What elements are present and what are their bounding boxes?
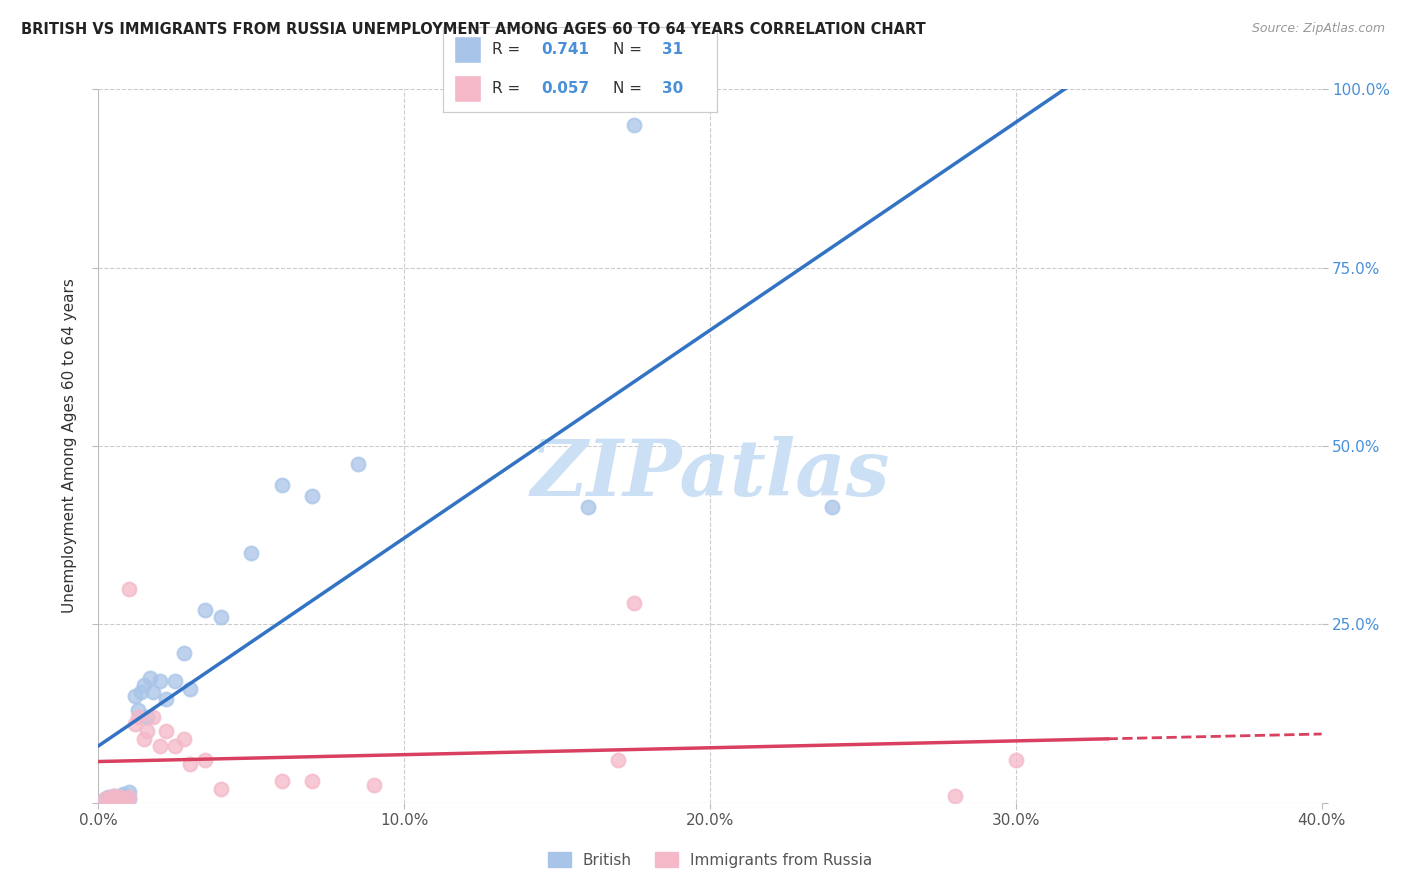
Bar [454, 75, 481, 103]
Legend: British, Immigrants from Russia: British, Immigrants from Russia [541, 846, 879, 873]
Point [103, 789, 125, 803]
Point [103, 792, 125, 806]
Point [134, 731, 156, 746]
Point [127, 710, 149, 724]
Point [179, 756, 201, 771]
Text: N =: N = [613, 81, 647, 96]
Text: R =: R = [492, 81, 526, 96]
Point [607, 753, 630, 767]
Point [1004, 753, 1026, 767]
Point [134, 678, 156, 692]
Point [270, 478, 292, 492]
Point [142, 685, 165, 699]
Point [127, 703, 149, 717]
Point [103, 789, 125, 803]
Point [115, 790, 138, 805]
Point [173, 646, 195, 660]
Point [108, 790, 131, 805]
Text: 0.057: 0.057 [541, 81, 589, 96]
Point [363, 778, 385, 792]
Text: BRITISH VS IMMIGRANTS FROM RUSSIA UNEMPLOYMENT AMONG AGES 60 TO 64 YEARS CORRELA: BRITISH VS IMMIGRANTS FROM RUSSIA UNEMPL… [21, 22, 925, 37]
Point [240, 546, 263, 560]
Point [118, 790, 141, 805]
Point [105, 792, 128, 806]
Point [576, 500, 599, 514]
Point [347, 457, 370, 471]
Point [100, 794, 122, 808]
Point [943, 789, 966, 803]
Text: N =: N = [613, 42, 647, 57]
Point [100, 790, 122, 805]
Point [105, 794, 128, 808]
Point [155, 724, 177, 739]
Point [209, 610, 232, 624]
Point [194, 603, 217, 617]
Point [118, 792, 141, 806]
Point [149, 739, 172, 753]
Point [301, 489, 323, 503]
Y-axis label: Unemployment Among Ages 60 to 64 years: Unemployment Among Ages 60 to 64 years [62, 278, 77, 614]
Text: R =: R = [492, 42, 526, 57]
Point [93, 792, 115, 806]
Point [155, 692, 177, 706]
Point [139, 671, 162, 685]
Point [97, 790, 120, 805]
Point [209, 781, 232, 796]
Point [124, 689, 146, 703]
Point [821, 500, 844, 514]
Point [301, 774, 323, 789]
Point [179, 681, 201, 696]
Bar [454, 36, 481, 63]
Point [142, 710, 165, 724]
Point [270, 774, 292, 789]
Point [136, 724, 159, 739]
Point [163, 674, 186, 689]
Point [118, 582, 141, 596]
Point [129, 685, 152, 699]
Point [108, 790, 131, 805]
Text: 0.741: 0.741 [541, 42, 589, 57]
Point [623, 118, 645, 132]
Point [118, 785, 141, 799]
Point [115, 792, 138, 806]
Point [149, 674, 172, 689]
Text: 31: 31 [662, 42, 683, 57]
Point [623, 596, 645, 610]
Text: ZIPatlas: ZIPatlas [530, 436, 890, 513]
Point [124, 717, 146, 731]
Text: Source: ZipAtlas.com: Source: ZipAtlas.com [1251, 22, 1385, 36]
Point [194, 753, 217, 767]
Point [136, 710, 159, 724]
Point [173, 731, 195, 746]
Point [111, 787, 134, 801]
Point [163, 739, 186, 753]
Point [97, 794, 120, 808]
Point [111, 794, 134, 808]
Point [93, 792, 115, 806]
Text: 30: 30 [662, 81, 683, 96]
